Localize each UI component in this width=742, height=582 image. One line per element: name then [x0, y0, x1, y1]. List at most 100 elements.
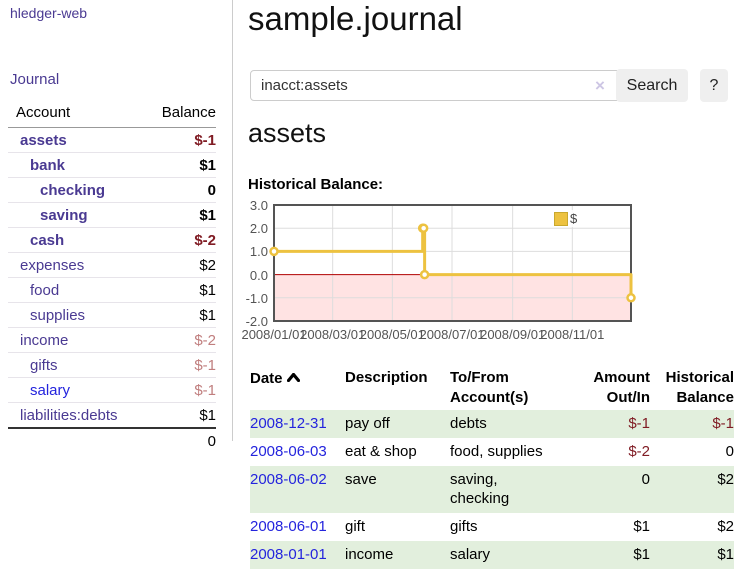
account-balance: $1	[140, 202, 216, 228]
x-axis-tick: 2008/03/01	[300, 327, 366, 342]
register-header-date[interactable]: Date	[250, 366, 345, 410]
account-row-supplies: supplies $1	[8, 302, 216, 328]
txn-amount: $-2	[628, 443, 650, 460]
account-row-assets: assets $-1	[8, 127, 216, 153]
page-title: sample.journal	[248, 0, 463, 37]
account-balance: $1	[140, 152, 216, 178]
account-link-cash[interactable]: cash	[30, 232, 65, 249]
account-balance: $-2	[140, 327, 216, 353]
account-row-liabilities-debts: liabilities:debts $1	[8, 402, 216, 428]
txn-description: pay off	[345, 415, 390, 432]
txn-accounts: gifts	[450, 518, 478, 535]
register-row[interactable]: 2008-12-31 pay off debts $-1 $-1	[250, 410, 734, 438]
account-row-income: income $-2	[8, 327, 216, 353]
account-link-gifts[interactable]: gifts	[30, 357, 58, 374]
account-link-supplies[interactable]: supplies	[30, 307, 86, 324]
clear-search-icon[interactable]: ×	[595, 76, 605, 95]
sort-ascending-icon	[286, 368, 300, 388]
txn-accounts: salary	[450, 546, 491, 563]
txn-date-link[interactable]: 2008-06-03	[250, 443, 327, 460]
y-axis-tick: 3.0	[249, 198, 268, 213]
txn-amount: $-1	[628, 415, 650, 432]
txn-amount: 0	[641, 471, 650, 488]
y-axis-tick: 0.0	[249, 267, 268, 283]
register-row[interactable]: 2008-01-01 income salary $1 $1	[250, 541, 734, 569]
account-link-saving[interactable]: saving	[40, 207, 88, 224]
search-input[interactable]	[250, 70, 624, 101]
x-axis-tick: 2008/07/01	[419, 327, 485, 342]
account-row-food: food $1	[8, 277, 216, 303]
account-balance: $1	[140, 277, 216, 303]
x-axis-tick: 2008/09/01	[480, 327, 546, 342]
account-link-expenses[interactable]: expenses	[20, 257, 85, 274]
txn-balance: $2	[717, 471, 734, 488]
chart-title: Historical Balance:	[248, 176, 384, 193]
register-header-date-label: Date	[250, 370, 283, 387]
txn-date-link[interactable]: 2008-12-31	[250, 415, 327, 432]
x-axis-tick: 2008/05/01	[359, 327, 425, 342]
register-header-balance: Historical Balance	[665, 369, 734, 406]
y-axis-tick: 2.0	[249, 221, 268, 237]
account-link-liabilities-debts[interactable]: liabilities:debts	[20, 407, 118, 424]
txn-date-link[interactable]: 2008-06-01	[250, 518, 327, 535]
account-balance: 0	[140, 177, 216, 203]
register-row[interactable]: 2008-06-01 gift gifts $1 $2	[250, 513, 734, 541]
help-button[interactable]: ?	[700, 69, 728, 102]
txn-balance: $-1	[712, 415, 734, 432]
account-row-salary: salary $-1	[8, 377, 216, 403]
accounts-header-row: Account Balance	[8, 100, 216, 128]
register-header-tofrom: To/From Account(s)	[450, 369, 529, 406]
register-header-amount: Amount Out/In	[593, 369, 650, 406]
account-balance: $-2	[140, 227, 216, 253]
txn-balance: $2	[717, 518, 734, 535]
txn-accounts: saving, checking	[450, 471, 510, 507]
account-row-cash: cash $-2	[8, 227, 216, 253]
account-balance: $-1	[140, 127, 216, 153]
account-row-bank: bank $1	[8, 152, 216, 178]
accounts-header-account: Account	[8, 100, 141, 128]
txn-balance: $1	[717, 546, 734, 563]
txn-accounts: debts	[450, 415, 487, 432]
account-balance: $1	[140, 402, 216, 428]
txn-date-link[interactable]: 2008-06-02	[250, 471, 327, 488]
account-title: assets	[248, 118, 327, 148]
txn-description: save	[345, 471, 377, 488]
register-row[interactable]: 2008-06-03 eat & shop food, supplies $-2…	[250, 438, 734, 466]
account-row-expenses: expenses $2	[8, 252, 216, 278]
txn-description: income	[345, 546, 394, 563]
txn-amount: $1	[633, 518, 650, 535]
nav-journal-link[interactable]: Journal	[10, 71, 60, 88]
account-balance: $1	[140, 302, 216, 328]
x-axis-tick: 2008/11/01	[540, 327, 605, 342]
account-link-checking[interactable]: checking	[40, 182, 106, 199]
register-table: Date Description To/From Account(s) Amou…	[250, 366, 734, 569]
account-balance: $2	[140, 252, 216, 278]
account-row-gifts: gifts $-1	[8, 352, 216, 378]
accounts-total-value: 0	[140, 427, 216, 453]
txn-description: gift	[345, 518, 366, 535]
txn-balance: 0	[725, 443, 734, 460]
sidebar: hledger-web Journal Account Balance asse…	[0, 0, 233, 453]
account-row-saving: saving $1	[8, 202, 216, 228]
txn-description: eat & shop	[345, 443, 417, 460]
account-link-salary[interactable]: salary	[30, 382, 71, 399]
app-brand-link[interactable]: hledger-web	[10, 5, 88, 21]
account-link-food[interactable]: food	[30, 282, 60, 299]
x-axis-tick: 2008/01/01	[241, 327, 307, 342]
y-axis-tick: -1.0	[245, 290, 268, 306]
y-axis-tick: 1.0	[249, 244, 268, 260]
account-balance: $-1	[140, 352, 216, 378]
account-link-assets[interactable]: assets	[20, 132, 67, 149]
balance-chart	[269, 204, 636, 322]
account-link-bank[interactable]: bank	[30, 157, 66, 174]
register-row[interactable]: 2008-06-02 save saving, checking 0 $2	[250, 466, 734, 513]
account-link-income[interactable]: income	[20, 332, 69, 349]
txn-amount: $1	[633, 546, 650, 563]
legend-swatch-icon	[554, 211, 568, 226]
register-header-description: Description	[345, 369, 428, 386]
accounts-header-balance: Balance	[140, 100, 216, 128]
txn-date-link[interactable]: 2008-01-01	[250, 546, 327, 563]
search-button[interactable]: Search	[616, 69, 688, 102]
account-balance: $-1	[140, 377, 216, 403]
accounts-total-row: 0	[8, 427, 216, 453]
